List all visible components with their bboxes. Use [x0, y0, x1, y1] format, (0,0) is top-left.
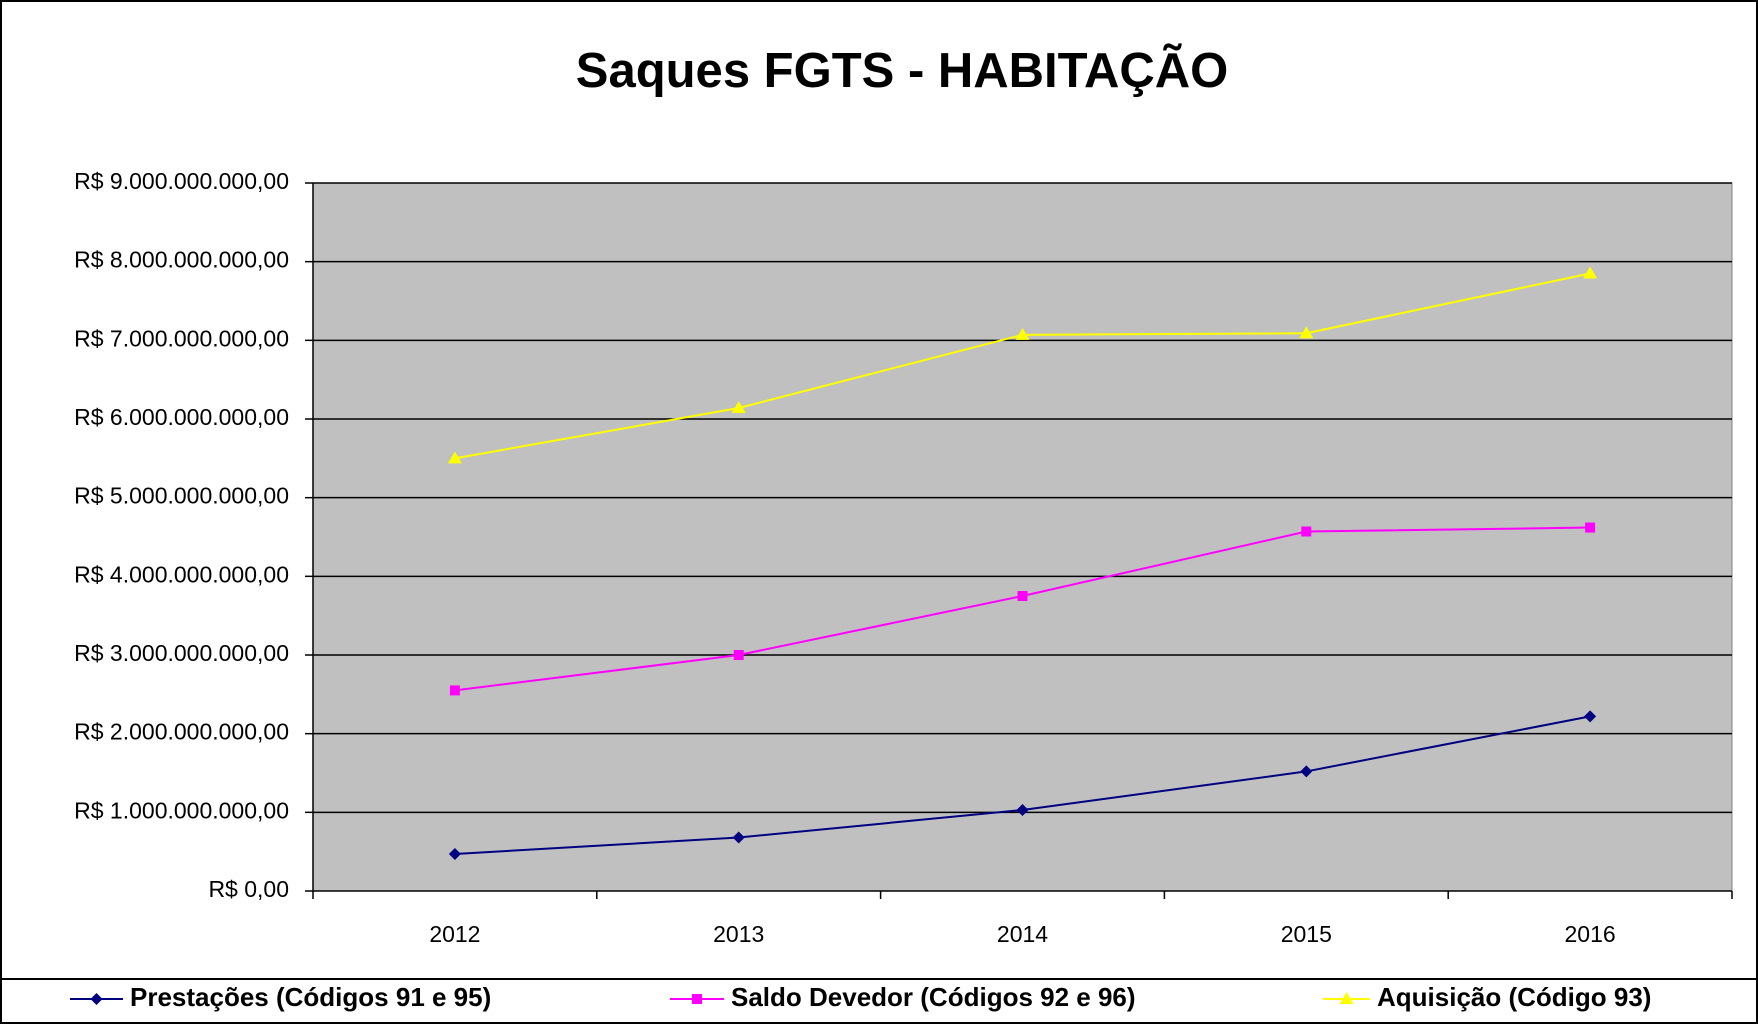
marker-diamond [90, 993, 103, 1005]
marker-diamond [1584, 710, 1597, 723]
y-tick-label: R$ 0,00 [208, 876, 289, 902]
marker-diamond [1300, 765, 1313, 778]
marker-square [1585, 522, 1596, 533]
plot-area [312, 182, 1733, 892]
marker-triangle [1299, 326, 1314, 339]
chart-title: Saques FGTS - HABITAÇÃO [576, 44, 1228, 98]
y-tick-label: R$ 4.000.000.000,00 [74, 561, 289, 587]
y-tick-label: R$ 9.000.000.000,00 [74, 168, 289, 194]
y-tick-label: R$ 7.000.000.000,00 [74, 325, 289, 351]
marker-diamond [732, 831, 745, 844]
marker-square [1017, 591, 1028, 601]
marker-square [733, 650, 744, 660]
y-tick-label: R$ 3.000.000.000,00 [74, 640, 289, 666]
y-tick-label: R$ 2.000.000.000,00 [74, 719, 289, 745]
marker-triangle [1339, 992, 1354, 1004]
x-tick-label: 2016 [1565, 921, 1616, 947]
marker-triangle [731, 400, 746, 413]
x-tick-label: 2012 [429, 921, 480, 947]
marker-square [692, 994, 702, 1004]
legend-label: Saldo Devedor (Códigos 92 e 96) [731, 982, 1136, 1012]
marker-triangle [1583, 266, 1598, 279]
y-tick-label: R$ 1.000.000.000,00 [74, 797, 289, 823]
legend-label: Prestações (Códigos 91 e 95) [130, 982, 491, 1012]
marker-triangle [447, 451, 462, 464]
y-tick-label: R$ 5.000.000.000,00 [74, 483, 289, 509]
marker-square [449, 685, 460, 696]
x-tick-label: 2015 [1281, 921, 1332, 947]
marker-square [1301, 526, 1312, 537]
marker-diamond [448, 848, 461, 861]
y-tick-label: R$ 8.000.000.000,00 [74, 247, 289, 273]
marker-triangle [1015, 327, 1030, 340]
x-tick-label: 2013 [713, 921, 764, 947]
legend-label: Aquisição (Código 93) [1377, 982, 1651, 1012]
x-tick-label: 2014 [997, 921, 1048, 947]
marker-diamond [1016, 803, 1029, 816]
y-tick-label: R$ 6.000.000.000,00 [74, 404, 289, 430]
